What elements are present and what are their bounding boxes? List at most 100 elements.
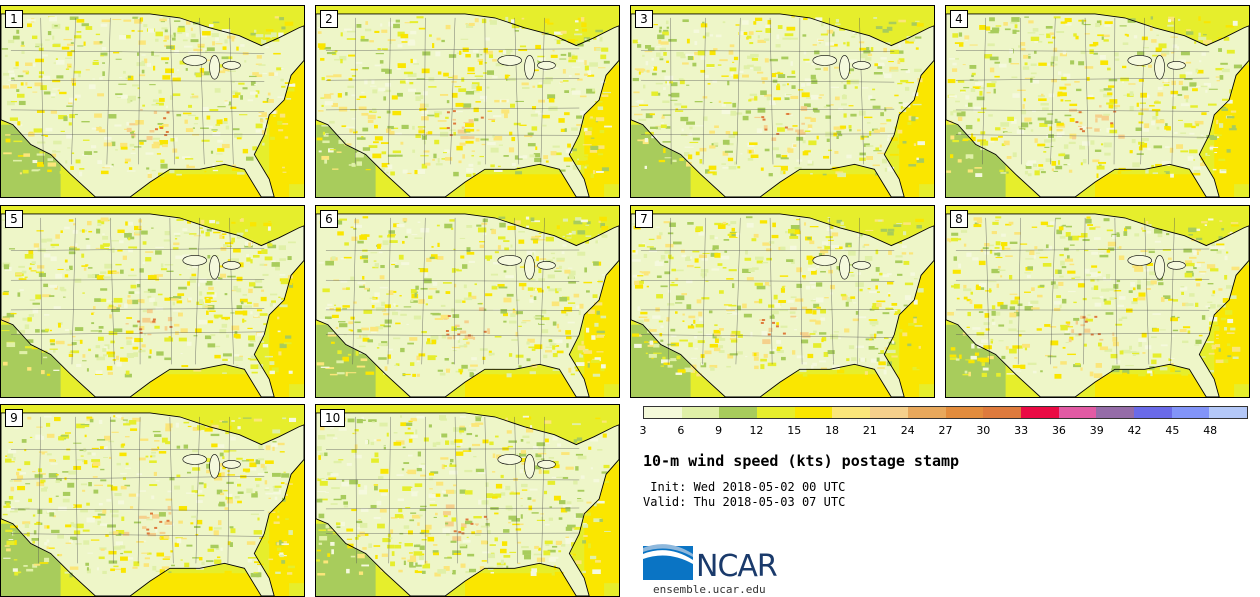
member-panel-7: 7 — [630, 205, 935, 398]
colorbar-segment — [983, 407, 1021, 418]
member-panel-4: 4 — [945, 5, 1250, 198]
state-boundaries — [640, 17, 895, 165]
member-panel-5: 5 — [0, 205, 305, 398]
coastline — [316, 13, 619, 197]
member-panel-9: 9 — [0, 404, 305, 597]
wind-speckles — [316, 16, 612, 178]
colorbar-segment — [1171, 407, 1210, 418]
coastline — [1, 213, 304, 397]
panel-label: 4 — [950, 10, 968, 28]
state-boundaries — [325, 17, 580, 165]
great-lakes — [182, 55, 241, 80]
colorbar-tick-label: 24 — [900, 424, 915, 437]
panel-label: 1 — [5, 10, 23, 28]
coastline — [316, 412, 619, 596]
coastline — [946, 13, 1249, 197]
colorbar-tick-label: 45 — [1165, 424, 1180, 437]
coastline — [946, 213, 1249, 397]
member-panel-2: 2 — [315, 5, 620, 198]
colorbar-segment — [757, 407, 795, 418]
colorbar-tick-label: 36 — [1051, 424, 1066, 437]
coastline — [316, 213, 619, 397]
great-lakes — [812, 255, 871, 280]
member-panel-6: 6 — [315, 205, 620, 398]
great-lakes — [497, 255, 556, 280]
member-panel-1: 1 — [0, 5, 305, 198]
wind-speckles — [1, 216, 296, 378]
colorbar — [643, 406, 1248, 419]
great-lakes — [497, 454, 556, 479]
colorbar-segment — [945, 407, 984, 418]
colorbar-segment — [1096, 407, 1134, 418]
colorbar-tick-label: 21 — [862, 424, 877, 437]
colorbar-tick-label: 48 — [1203, 424, 1218, 437]
wind-map — [946, 6, 1249, 197]
wind-speckles — [946, 16, 1243, 178]
wind-map — [946, 206, 1249, 397]
coastline — [631, 213, 934, 397]
colorbar-tick-label: 27 — [938, 424, 953, 437]
state-boundaries — [640, 217, 895, 365]
member-panel-3: 3 — [630, 5, 935, 198]
colorbar-segment — [1209, 407, 1247, 418]
colorbar-tick-label: 42 — [1127, 424, 1142, 437]
panel-label: 6 — [320, 210, 338, 228]
wind-map — [1, 6, 304, 197]
panel-label: 9 — [5, 409, 23, 427]
panel-label: 8 — [950, 210, 968, 228]
colorbar-tick-label: 9 — [715, 424, 723, 437]
init-time: Init: Wed 2018-05-02 00 UTC — [643, 480, 846, 494]
colorbar-segment — [907, 407, 946, 418]
state-boundaries — [10, 217, 265, 365]
source-url: ensemble.ucar.edu — [653, 583, 766, 596]
state-boundaries — [10, 17, 265, 165]
wind-map — [316, 206, 619, 397]
great-lakes — [1127, 255, 1186, 280]
colorbar-segment — [644, 407, 682, 418]
wind-map — [1, 206, 304, 397]
valid-time: Valid: Thu 2018-05-03 07 UTC — [643, 495, 846, 509]
colorbar-segment — [794, 407, 833, 418]
state-boundaries — [955, 17, 1210, 165]
wind-speckles — [316, 216, 609, 378]
coastline — [1, 13, 304, 197]
panel-label: 10 — [320, 409, 346, 427]
wind-map — [316, 6, 619, 197]
great-lakes — [182, 454, 241, 479]
state-boundaries — [325, 416, 580, 564]
great-lakes — [1127, 55, 1186, 80]
colorbar-tick-label: 12 — [749, 424, 764, 437]
state-boundaries — [955, 217, 1210, 365]
state-boundaries — [325, 217, 580, 365]
wind-speckles — [316, 415, 611, 577]
wind-map — [316, 405, 619, 596]
coastline — [1, 412, 304, 596]
colorbar-segment — [1058, 407, 1097, 418]
great-lakes — [812, 55, 871, 80]
ncar-logo-text: NCAR — [696, 549, 778, 584]
colorbar-tick-label: 30 — [976, 424, 991, 437]
coastline — [631, 13, 934, 197]
colorbar-tick-label: 33 — [1014, 424, 1029, 437]
state-boundaries — [10, 416, 265, 564]
colorbar-tick-label: 39 — [1089, 424, 1104, 437]
great-lakes — [182, 255, 241, 280]
colorbar-tick-label: 18 — [825, 424, 840, 437]
colorbar-tick-label: 3 — [639, 424, 647, 437]
wind-map — [631, 206, 934, 397]
wind-map — [1, 405, 304, 596]
panel-label: 3 — [635, 10, 653, 28]
panel-label: 2 — [320, 10, 338, 28]
wind-speckles — [1, 15, 296, 178]
panel-label: 7 — [635, 210, 653, 228]
member-panel-8: 8 — [945, 205, 1250, 398]
great-lakes — [497, 55, 556, 80]
colorbar-segment — [1133, 407, 1172, 418]
panel-label: 5 — [5, 210, 23, 228]
colorbar-tick-label: 15 — [787, 424, 802, 437]
colorbar-segment — [1020, 407, 1059, 418]
wind-speckles — [631, 216, 924, 377]
land-area — [631, 13, 934, 197]
colorbar-segment — [832, 407, 871, 418]
member-panel-10: 10 — [315, 404, 620, 597]
